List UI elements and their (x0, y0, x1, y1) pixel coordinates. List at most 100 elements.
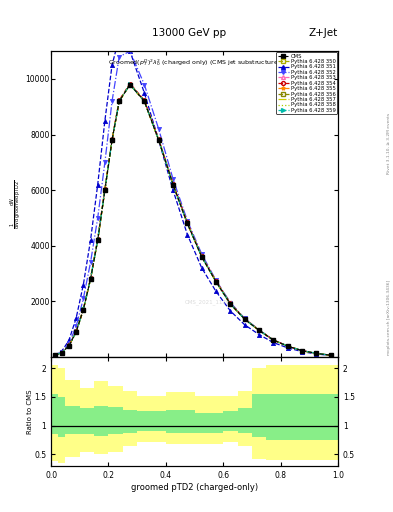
Pythia 6.428 355 (88, 276, 93, 282)
Pythia 6.428 357 (142, 98, 147, 104)
Pythia 6.428 355 (300, 348, 305, 354)
Pythia 6.428 356 (110, 137, 114, 143)
Pythia 6.428 353 (95, 236, 100, 242)
Pythia 6.428 359 (88, 276, 93, 282)
Pythia 6.428 356 (185, 220, 190, 226)
Pythia 6.428 351 (242, 322, 247, 328)
Pythia 6.428 352 (81, 295, 86, 302)
Pythia 6.428 354 (185, 220, 190, 226)
Pythia 6.428 358 (199, 253, 204, 260)
Pythia 6.428 357 (110, 137, 114, 143)
Pythia 6.428 354 (81, 306, 86, 312)
Pythia 6.428 352 (171, 176, 175, 182)
Text: CMS_2021_11392: CMS_2021_11392 (184, 299, 233, 305)
Pythia 6.428 358 (171, 181, 175, 187)
Pythia 6.428 354 (257, 327, 261, 333)
Pythia 6.428 350 (171, 181, 175, 187)
Pythia 6.428 353 (156, 136, 161, 142)
Pythia 6.428 352 (185, 218, 190, 224)
Pythia 6.428 356 (228, 301, 233, 307)
Pythia 6.428 357 (171, 181, 175, 187)
Pythia 6.428 355 (117, 98, 121, 104)
CMS (128, 81, 132, 88)
Line: CMS: CMS (53, 82, 333, 357)
Pythia 6.428 357 (300, 348, 305, 354)
Pythia 6.428 355 (285, 343, 290, 349)
Pythia 6.428 352 (59, 349, 64, 355)
Pythia 6.428 358 (88, 276, 93, 282)
Pythia 6.428 358 (67, 343, 72, 349)
Pythia 6.428 351 (214, 288, 219, 294)
Pythia 6.428 355 (67, 343, 72, 349)
Pythia 6.428 357 (95, 237, 100, 243)
CMS (117, 98, 121, 104)
Pythia 6.428 352 (285, 343, 290, 349)
Pythia 6.428 352 (88, 259, 93, 265)
Pythia 6.428 351 (110, 62, 114, 68)
Pythia 6.428 355 (171, 181, 175, 187)
Pythia 6.428 350 (214, 279, 219, 285)
Pythia 6.428 357 (52, 352, 57, 358)
Pythia 6.428 351 (228, 308, 233, 314)
Pythia 6.428 352 (67, 340, 72, 347)
Pythia 6.428 350 (117, 98, 121, 104)
Pythia 6.428 355 (52, 352, 57, 358)
Pythia 6.428 350 (271, 337, 276, 343)
Pythia 6.428 350 (314, 350, 319, 356)
Pythia 6.428 354 (95, 236, 100, 242)
Pythia 6.428 352 (110, 98, 114, 104)
Pythia 6.428 357 (329, 352, 333, 358)
Pythia 6.428 350 (52, 352, 57, 358)
Pythia 6.428 359 (199, 253, 204, 260)
Pythia 6.428 359 (300, 348, 305, 354)
Pythia 6.428 353 (257, 327, 261, 333)
Pythia 6.428 352 (228, 300, 233, 306)
Pythia 6.428 359 (314, 350, 319, 356)
Pythia 6.428 359 (171, 181, 175, 187)
Pythia 6.428 350 (88, 276, 93, 282)
Pythia 6.428 358 (185, 220, 190, 226)
Pythia 6.428 357 (199, 253, 204, 260)
Pythia 6.428 358 (242, 316, 247, 322)
Pythia 6.428 359 (74, 329, 79, 335)
Line: Pythia 6.428 351: Pythia 6.428 351 (53, 35, 333, 357)
Pythia 6.428 357 (228, 301, 233, 307)
CMS (142, 98, 147, 104)
Pythia 6.428 350 (81, 307, 86, 313)
Pythia 6.428 350 (257, 327, 261, 333)
Pythia 6.428 354 (228, 300, 233, 306)
Pythia 6.428 352 (257, 327, 261, 333)
Pythia 6.428 355 (271, 337, 276, 343)
Pythia 6.428 359 (156, 137, 161, 143)
Pythia 6.428 356 (52, 352, 57, 358)
CMS (103, 187, 107, 193)
Pythia 6.428 356 (67, 343, 72, 349)
Pythia 6.428 357 (185, 220, 190, 226)
Pythia 6.428 359 (142, 98, 147, 104)
Pythia 6.428 352 (314, 350, 319, 356)
Pythia 6.428 351 (300, 349, 305, 355)
Pythia 6.428 359 (59, 350, 64, 356)
CMS (81, 307, 86, 313)
Pythia 6.428 358 (81, 306, 86, 312)
Pythia 6.428 354 (214, 278, 219, 284)
CMS (285, 343, 290, 349)
Pythia 6.428 353 (128, 80, 132, 87)
Pythia 6.428 356 (242, 316, 247, 323)
Pythia 6.428 358 (117, 98, 121, 104)
Text: Z+Jet: Z+Jet (309, 28, 338, 38)
Pythia 6.428 358 (329, 352, 333, 358)
Line: Pythia 6.428 350: Pythia 6.428 350 (53, 82, 333, 357)
Pythia 6.428 357 (257, 327, 261, 333)
Pythia 6.428 358 (103, 187, 107, 193)
Pythia 6.428 353 (199, 253, 204, 259)
Pythia 6.428 356 (88, 276, 93, 282)
Line: Pythia 6.428 354: Pythia 6.428 354 (53, 81, 333, 357)
Pythia 6.428 356 (271, 337, 276, 343)
Pythia 6.428 357 (128, 81, 132, 88)
Pythia 6.428 356 (117, 98, 121, 104)
Pythia 6.428 353 (52, 352, 57, 358)
Pythia 6.428 357 (67, 343, 72, 349)
Pythia 6.428 357 (242, 316, 247, 322)
Pythia 6.428 351 (103, 118, 107, 124)
